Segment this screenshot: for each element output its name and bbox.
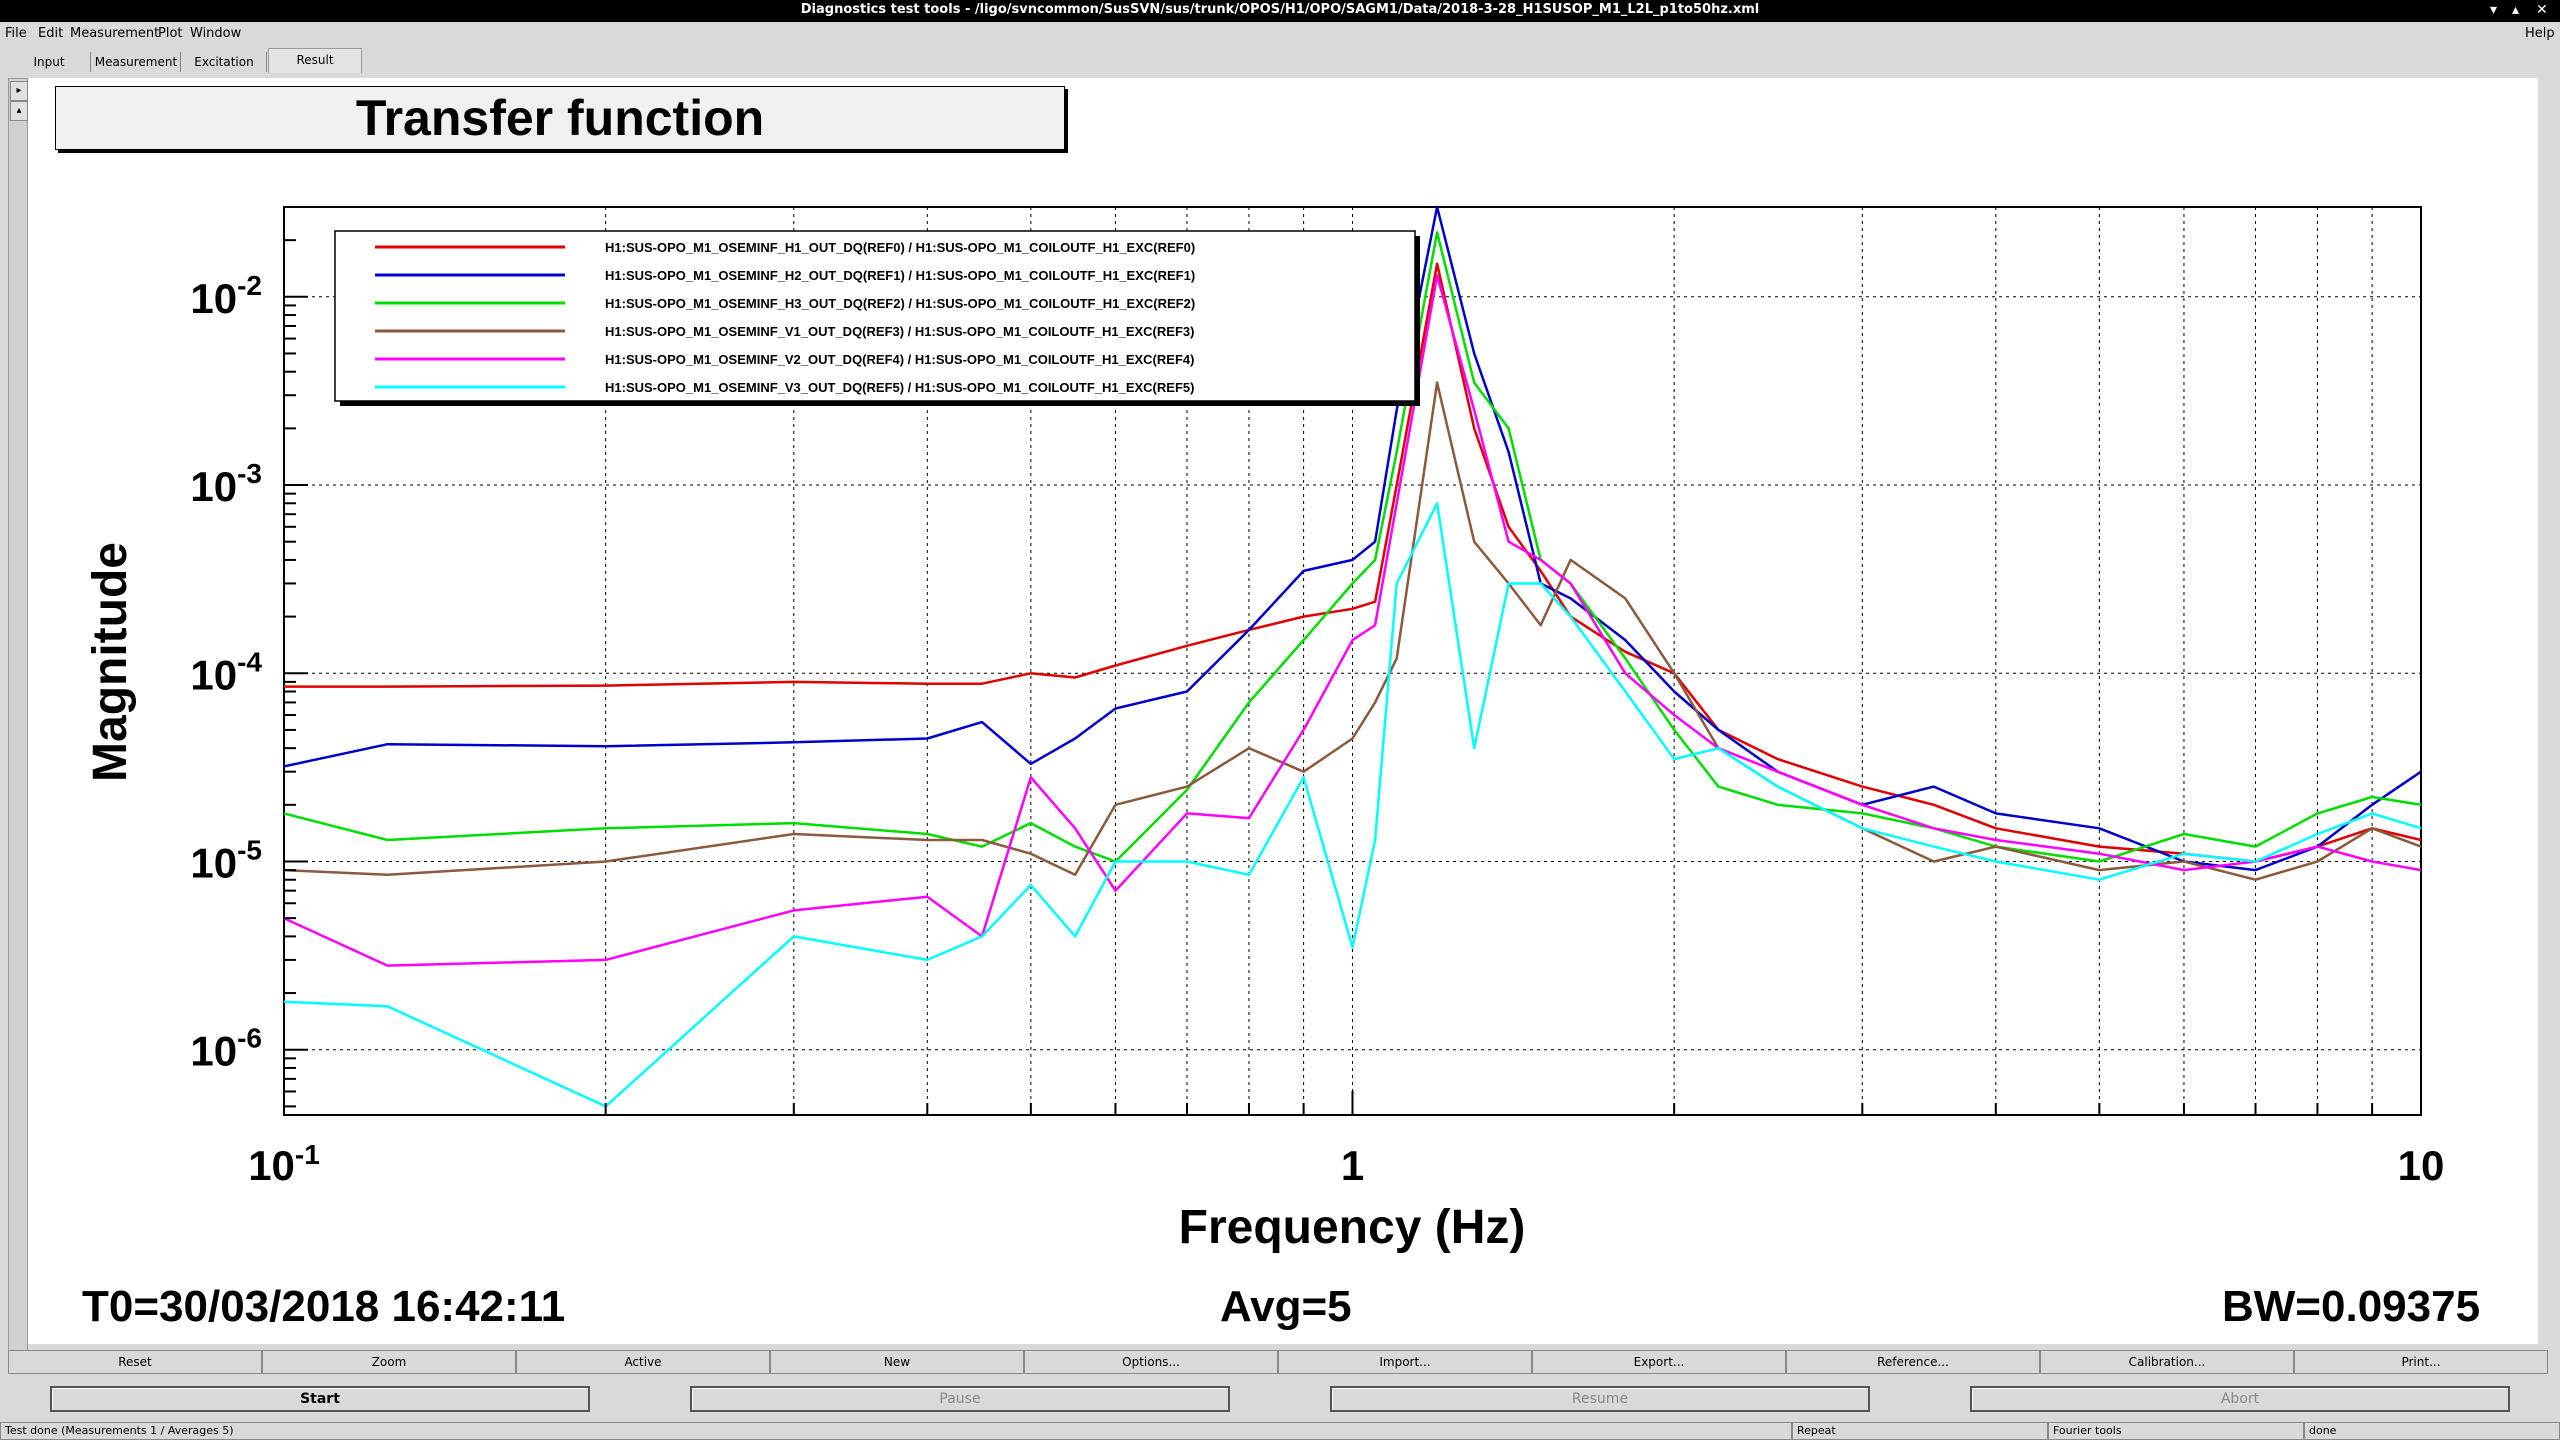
legend: H1:SUS-OPO_M1_OSEMINF_H1_OUT_DQ(REF0) / …	[334, 230, 1420, 406]
menu-bar: File Edit Measurement Plot Window Help	[0, 22, 2560, 44]
status-message: Test done (Measurements 1 / Averages 5)	[0, 1422, 1792, 1440]
new-button[interactable]: New	[770, 1350, 1024, 1374]
status-tools: Fourier tools	[2048, 1422, 2304, 1440]
menu-window[interactable]: Window	[190, 26, 242, 41]
y-tick-label: 10-6	[190, 1023, 262, 1075]
close-icon[interactable]: ✕	[2536, 2, 2548, 18]
menu-plot[interactable]: Plot	[158, 26, 183, 41]
series-line-ref3	[283, 381, 2422, 881]
grid	[284, 207, 2421, 1115]
status-bar: Test done (Measurements 1 / Averages 5) …	[0, 1422, 2560, 1440]
legend-label: H1:SUS-OPO_M1_OSEMINF_H1_OUT_DQ(REF0) / …	[605, 240, 1195, 255]
control-button-row: Start Pause Resume Abort	[0, 1386, 2560, 1414]
window-title: Diagnostics test tools - /ligo/svncommon…	[800, 2, 1760, 17]
print-button[interactable]: Print...	[2294, 1350, 2548, 1374]
y-tick-label: 10-2	[190, 270, 262, 322]
pause-button[interactable]: Pause	[690, 1386, 1230, 1412]
left-scrollbar[interactable]: ▸ ▴	[8, 78, 28, 1352]
x-tick-label: 10	[2398, 1142, 2445, 1189]
legend-label: H1:SUS-OPO_M1_OSEMINF_H3_OUT_DQ(REF2) / …	[605, 296, 1195, 311]
scroll-up-icon[interactable]: ▸	[10, 81, 28, 101]
series-line-ref4	[283, 274, 2422, 967]
abort-button[interactable]: Abort	[1970, 1386, 2510, 1412]
options-button[interactable]: Options...	[1024, 1350, 1278, 1374]
status-repeat: Repeat	[1792, 1422, 2048, 1440]
legend-label: H1:SUS-OPO_M1_OSEMINF_V2_OUT_DQ(REF4) / …	[605, 352, 1194, 367]
series-line-ref5	[283, 502, 2422, 1108]
series-line-ref0	[284, 262, 2422, 863]
tab-excitation[interactable]: Excitation	[182, 52, 267, 72]
minimize-icon[interactable]: ▾	[2490, 2, 2498, 18]
legend-entries: H1:SUS-OPO_M1_OSEMINF_H1_OUT_DQ(REF0) / …	[375, 240, 1195, 395]
reset-button[interactable]: Reset	[8, 1350, 262, 1374]
avg-label: Avg=5	[1220, 1282, 1352, 1331]
zoom-button[interactable]: Zoom	[262, 1350, 516, 1374]
menu-file[interactable]: File	[5, 26, 27, 41]
start-button[interactable]: Start	[50, 1386, 590, 1412]
t0-label: T0=30/03/2018 16:42:11	[82, 1282, 566, 1331]
y-tick-label: 10-4	[190, 646, 262, 698]
y-tick-label: 10-5	[190, 834, 262, 886]
menu-measurement[interactable]: Measurement	[70, 26, 160, 41]
resume-button[interactable]: Resume	[1330, 1386, 1870, 1412]
series-group	[283, 205, 2422, 1108]
tab-measurement[interactable]: Measurement	[92, 52, 181, 72]
legend-label: H1:SUS-OPO_M1_OSEMINF_V3_OUT_DQ(REF5) / …	[605, 380, 1194, 395]
maximize-icon[interactable]: ▴	[2512, 2, 2520, 18]
legend-label: H1:SUS-OPO_M1_OSEMINF_H2_OUT_DQ(REF1) / …	[605, 268, 1195, 283]
x-tick-label: 1	[1341, 1142, 1364, 1189]
x-axis-label: Frequency (Hz)	[1179, 1201, 1526, 1254]
active-button[interactable]: Active	[516, 1350, 770, 1374]
plot-button-row: Reset Zoom Active New Options... Import.…	[8, 1350, 2548, 1374]
legend-box	[334, 230, 1416, 402]
status-state: done	[2304, 1422, 2560, 1440]
calibration-button[interactable]: Calibration...	[2040, 1350, 2294, 1374]
scroll-down-icon[interactable]: ▴	[10, 101, 28, 121]
export-button[interactable]: Export...	[1532, 1350, 1786, 1374]
reference-button[interactable]: Reference...	[1786, 1350, 2040, 1374]
x-tick-label: 10-1	[248, 1139, 320, 1189]
title-bar: Diagnostics test tools - /ligo/svncommon…	[0, 0, 2560, 22]
tab-input[interactable]: Input	[8, 52, 91, 72]
bw-label: BW=0.09375	[2222, 1282, 2481, 1331]
menu-edit[interactable]: Edit	[38, 26, 64, 41]
y-axis-label: Magnitude	[84, 542, 137, 782]
legend-label: H1:SUS-OPO_M1_OSEMINF_V1_OUT_DQ(REF3) / …	[605, 324, 1194, 339]
y-tick-label: 10-3	[190, 458, 262, 510]
series-line-ref2	[283, 231, 2422, 863]
menu-help[interactable]: Help	[2525, 26, 2555, 41]
import-button[interactable]: Import...	[1278, 1350, 1532, 1374]
plot-title: Transfer function	[55, 86, 1065, 150]
tab-result[interactable]: Result	[268, 48, 362, 73]
ticks: 10-1 1 10 10-6 10-5 10-4 10-3 10-2	[190, 239, 2445, 1189]
series-line-ref1	[283, 205, 2422, 872]
